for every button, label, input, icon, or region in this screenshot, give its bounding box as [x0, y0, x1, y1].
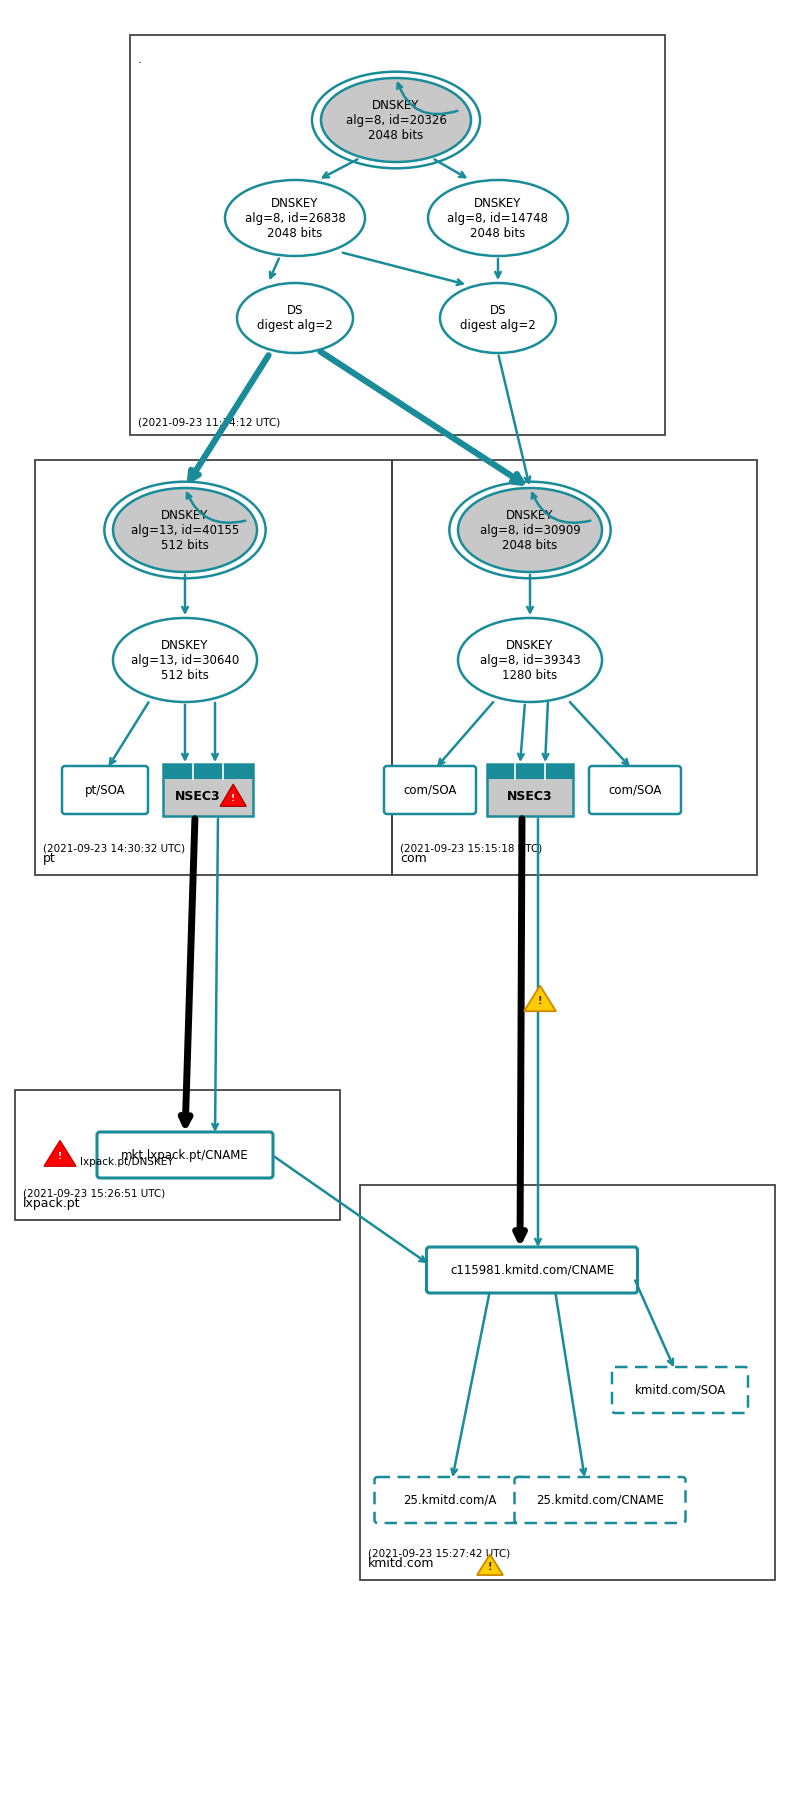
Bar — [130, 35, 665, 434]
Text: NSEC3: NSEC3 — [507, 790, 553, 803]
Text: com/SOA: com/SOA — [403, 783, 457, 796]
Ellipse shape — [428, 180, 568, 256]
Text: DS
digest alg=2: DS digest alg=2 — [257, 303, 333, 333]
Bar — [360, 1185, 775, 1581]
Text: DNSKEY
alg=8, id=39343
1280 bits: DNSKEY alg=8, id=39343 1280 bits — [480, 638, 581, 681]
FancyBboxPatch shape — [97, 1132, 273, 1177]
Text: DS
digest alg=2: DS digest alg=2 — [460, 303, 536, 333]
Bar — [15, 1090, 340, 1219]
Ellipse shape — [458, 618, 602, 701]
Text: (2021-09-23 11:14:12 UTC): (2021-09-23 11:14:12 UTC) — [138, 416, 280, 427]
FancyBboxPatch shape — [612, 1366, 748, 1414]
Text: mkt.lxpack.pt/CNAME: mkt.lxpack.pt/CNAME — [121, 1148, 249, 1161]
Polygon shape — [44, 1141, 76, 1167]
Text: (2021-09-23 14:30:32 UTC): (2021-09-23 14:30:32 UTC) — [43, 843, 185, 852]
FancyBboxPatch shape — [163, 763, 253, 778]
Polygon shape — [477, 1554, 503, 1575]
Text: DNSKEY
alg=13, id=40155
512 bits: DNSKEY alg=13, id=40155 512 bits — [131, 509, 239, 552]
Text: com/SOA: com/SOA — [608, 783, 661, 796]
Text: (2021-09-23 15:15:18 UTC): (2021-09-23 15:15:18 UTC) — [400, 843, 543, 852]
Text: !: ! — [231, 794, 235, 803]
Ellipse shape — [237, 283, 353, 352]
Text: .: . — [138, 53, 142, 65]
Text: kmitd.com/SOA: kmitd.com/SOA — [634, 1383, 725, 1397]
Text: !: ! — [58, 1152, 62, 1161]
Text: !: ! — [538, 996, 543, 1007]
Text: (2021-09-23 15:26:51 UTC): (2021-09-23 15:26:51 UTC) — [23, 1188, 166, 1197]
Text: 25.kmitd.com/CNAME: 25.kmitd.com/CNAME — [536, 1494, 664, 1506]
FancyBboxPatch shape — [487, 763, 573, 778]
Text: DNSKEY
alg=8, id=20326
2048 bits: DNSKEY alg=8, id=20326 2048 bits — [345, 98, 447, 142]
Ellipse shape — [440, 283, 556, 352]
FancyBboxPatch shape — [384, 767, 476, 814]
Text: c115981.kmitd.com/CNAME: c115981.kmitd.com/CNAME — [450, 1263, 614, 1277]
Bar — [35, 460, 392, 876]
Ellipse shape — [225, 180, 365, 256]
Text: pt/SOA: pt/SOA — [85, 783, 125, 796]
Text: com: com — [400, 852, 427, 865]
Polygon shape — [524, 985, 556, 1012]
FancyBboxPatch shape — [515, 1477, 686, 1523]
FancyBboxPatch shape — [487, 763, 573, 816]
Text: DNSKEY
alg=8, id=30909
2048 bits: DNSKEY alg=8, id=30909 2048 bits — [480, 509, 581, 552]
Ellipse shape — [321, 78, 471, 162]
Text: !: ! — [488, 1563, 493, 1572]
Ellipse shape — [113, 489, 257, 572]
FancyBboxPatch shape — [375, 1477, 526, 1523]
FancyBboxPatch shape — [62, 767, 148, 814]
Ellipse shape — [113, 618, 257, 701]
FancyBboxPatch shape — [163, 763, 253, 816]
Polygon shape — [220, 785, 246, 807]
Text: lxpack.pt/DNSKEY: lxpack.pt/DNSKEY — [80, 1157, 173, 1167]
Ellipse shape — [458, 489, 602, 572]
Text: DNSKEY
alg=8, id=26838
2048 bits: DNSKEY alg=8, id=26838 2048 bits — [245, 196, 345, 240]
Text: DNSKEY
alg=8, id=14748
2048 bits: DNSKEY alg=8, id=14748 2048 bits — [447, 196, 549, 240]
FancyBboxPatch shape — [589, 767, 681, 814]
Bar — [392, 460, 757, 876]
Text: pt: pt — [43, 852, 55, 865]
Text: DNSKEY
alg=13, id=30640
512 bits: DNSKEY alg=13, id=30640 512 bits — [131, 638, 239, 681]
Text: kmitd.com: kmitd.com — [368, 1557, 435, 1570]
Text: lxpack.pt: lxpack.pt — [23, 1197, 81, 1210]
Text: NSEC3: NSEC3 — [174, 790, 220, 803]
Text: 25.kmitd.com/A: 25.kmitd.com/A — [403, 1494, 497, 1506]
Text: (2021-09-23 15:27:42 UTC): (2021-09-23 15:27:42 UTC) — [368, 1548, 510, 1557]
FancyBboxPatch shape — [427, 1246, 638, 1294]
